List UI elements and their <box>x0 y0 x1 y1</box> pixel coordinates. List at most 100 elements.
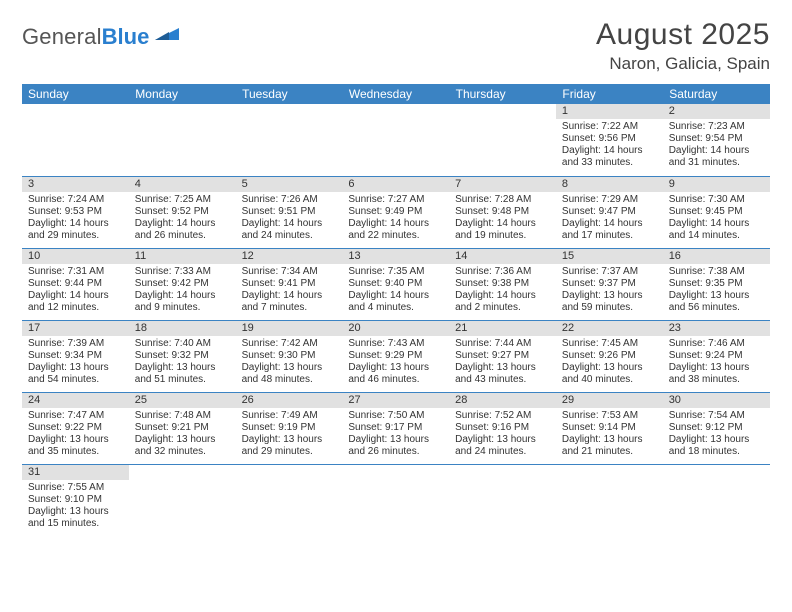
calendar-cell: 10Sunrise: 7:31 AMSunset: 9:44 PMDayligh… <box>22 248 129 320</box>
sunrise-line: Sunrise: 7:52 AM <box>455 410 550 422</box>
day-number: 9 <box>663 177 770 192</box>
calendar-cell: 17Sunrise: 7:39 AMSunset: 9:34 PMDayligh… <box>22 320 129 392</box>
day-details: Sunrise: 7:54 AMSunset: 9:12 PMDaylight:… <box>663 408 770 462</box>
day-number: 23 <box>663 321 770 336</box>
sunrise-line: Sunrise: 7:44 AM <box>455 338 550 350</box>
sunrise-line: Sunrise: 7:45 AM <box>562 338 657 350</box>
sunset-line: Sunset: 9:35 PM <box>669 278 764 290</box>
calendar-cell: 22Sunrise: 7:45 AMSunset: 9:26 PMDayligh… <box>556 320 663 392</box>
sunrise-line: Sunrise: 7:28 AM <box>455 194 550 206</box>
day-number: 22 <box>556 321 663 336</box>
sunrise-line: Sunrise: 7:26 AM <box>242 194 337 206</box>
day-number-empty <box>342 465 449 480</box>
day-number: 18 <box>129 321 236 336</box>
day-number-empty <box>449 104 556 119</box>
daylight-line: Daylight: 14 hours and 26 minutes. <box>135 218 230 242</box>
sunset-line: Sunset: 9:41 PM <box>242 278 337 290</box>
sunrise-line: Sunrise: 7:27 AM <box>348 194 443 206</box>
day-details: Sunrise: 7:47 AMSunset: 9:22 PMDaylight:… <box>22 408 129 462</box>
calendar-head: SundayMondayTuesdayWednesdayThursdayFrid… <box>22 84 770 104</box>
calendar-cell: 24Sunrise: 7:47 AMSunset: 9:22 PMDayligh… <box>22 392 129 464</box>
calendar-cell <box>22 104 129 176</box>
sunset-line: Sunset: 9:26 PM <box>562 350 657 362</box>
day-details: Sunrise: 7:36 AMSunset: 9:38 PMDaylight:… <box>449 264 556 318</box>
location: Naron, Galicia, Spain <box>596 54 770 74</box>
day-details: Sunrise: 7:33 AMSunset: 9:42 PMDaylight:… <box>129 264 236 318</box>
day-details: Sunrise: 7:29 AMSunset: 9:47 PMDaylight:… <box>556 192 663 246</box>
daylight-line: Daylight: 13 hours and 48 minutes. <box>242 362 337 386</box>
sunrise-line: Sunrise: 7:37 AM <box>562 266 657 278</box>
calendar-week-row: 1Sunrise: 7:22 AMSunset: 9:56 PMDaylight… <box>22 104 770 176</box>
day-number-empty <box>663 465 770 480</box>
calendar-cell <box>129 464 236 536</box>
day-details: Sunrise: 7:53 AMSunset: 9:14 PMDaylight:… <box>556 408 663 462</box>
day-number: 19 <box>236 321 343 336</box>
day-details: Sunrise: 7:23 AMSunset: 9:54 PMDaylight:… <box>663 119 770 173</box>
calendar-cell: 18Sunrise: 7:40 AMSunset: 9:32 PMDayligh… <box>129 320 236 392</box>
brand-blue: Blue <box>102 24 150 50</box>
calendar-cell: 20Sunrise: 7:43 AMSunset: 9:29 PMDayligh… <box>342 320 449 392</box>
sunrise-line: Sunrise: 7:34 AM <box>242 266 337 278</box>
sunset-line: Sunset: 9:17 PM <box>348 422 443 434</box>
sunset-line: Sunset: 9:52 PM <box>135 206 230 218</box>
calendar-cell <box>236 104 343 176</box>
weekday-header: Thursday <box>449 84 556 104</box>
sunset-line: Sunset: 9:19 PM <box>242 422 337 434</box>
day-number: 24 <box>22 393 129 408</box>
day-details: Sunrise: 7:27 AMSunset: 9:49 PMDaylight:… <box>342 192 449 246</box>
calendar-week-row: 31Sunrise: 7:55 AMSunset: 9:10 PMDayligh… <box>22 464 770 536</box>
calendar-cell: 2Sunrise: 7:23 AMSunset: 9:54 PMDaylight… <box>663 104 770 176</box>
daylight-line: Daylight: 13 hours and 21 minutes. <box>562 434 657 458</box>
weekday-row: SundayMondayTuesdayWednesdayThursdayFrid… <box>22 84 770 104</box>
day-number: 13 <box>342 249 449 264</box>
sunset-line: Sunset: 9:29 PM <box>348 350 443 362</box>
sunrise-line: Sunrise: 7:39 AM <box>28 338 123 350</box>
day-details: Sunrise: 7:25 AMSunset: 9:52 PMDaylight:… <box>129 192 236 246</box>
day-number-empty <box>236 465 343 480</box>
calendar-table: SundayMondayTuesdayWednesdayThursdayFrid… <box>22 84 770 536</box>
day-number: 11 <box>129 249 236 264</box>
daylight-line: Daylight: 13 hours and 35 minutes. <box>28 434 123 458</box>
sunset-line: Sunset: 9:21 PM <box>135 422 230 434</box>
sunset-line: Sunset: 9:24 PM <box>669 350 764 362</box>
sunset-line: Sunset: 9:45 PM <box>669 206 764 218</box>
sunset-line: Sunset: 9:49 PM <box>348 206 443 218</box>
sunrise-line: Sunrise: 7:30 AM <box>669 194 764 206</box>
sunrise-line: Sunrise: 7:24 AM <box>28 194 123 206</box>
sunset-line: Sunset: 9:48 PM <box>455 206 550 218</box>
daylight-line: Daylight: 14 hours and 22 minutes. <box>348 218 443 242</box>
day-details: Sunrise: 7:39 AMSunset: 9:34 PMDaylight:… <box>22 336 129 390</box>
day-number-empty <box>556 465 663 480</box>
sunset-line: Sunset: 9:14 PM <box>562 422 657 434</box>
daylight-line: Daylight: 14 hours and 29 minutes. <box>28 218 123 242</box>
sunset-line: Sunset: 9:22 PM <box>28 422 123 434</box>
calendar-cell <box>236 464 343 536</box>
calendar-cell: 21Sunrise: 7:44 AMSunset: 9:27 PMDayligh… <box>449 320 556 392</box>
sunset-line: Sunset: 9:54 PM <box>669 133 764 145</box>
daylight-line: Daylight: 13 hours and 43 minutes. <box>455 362 550 386</box>
calendar-cell: 19Sunrise: 7:42 AMSunset: 9:30 PMDayligh… <box>236 320 343 392</box>
flag-icon <box>155 24 183 50</box>
month-title: August 2025 <box>596 18 770 52</box>
weekday-header: Friday <box>556 84 663 104</box>
sunset-line: Sunset: 9:47 PM <box>562 206 657 218</box>
sunrise-line: Sunrise: 7:23 AM <box>669 121 764 133</box>
calendar-week-row: 24Sunrise: 7:47 AMSunset: 9:22 PMDayligh… <box>22 392 770 464</box>
calendar-body: 1Sunrise: 7:22 AMSunset: 9:56 PMDaylight… <box>22 104 770 536</box>
day-number-empty <box>449 465 556 480</box>
daylight-line: Daylight: 14 hours and 14 minutes. <box>669 218 764 242</box>
sunset-line: Sunset: 9:37 PM <box>562 278 657 290</box>
calendar-week-row: 3Sunrise: 7:24 AMSunset: 9:53 PMDaylight… <box>22 176 770 248</box>
day-number: 26 <box>236 393 343 408</box>
sunrise-line: Sunrise: 7:50 AM <box>348 410 443 422</box>
sunrise-line: Sunrise: 7:22 AM <box>562 121 657 133</box>
day-details: Sunrise: 7:44 AMSunset: 9:27 PMDaylight:… <box>449 336 556 390</box>
day-number-empty <box>129 465 236 480</box>
daylight-line: Daylight: 13 hours and 26 minutes. <box>348 434 443 458</box>
calendar-cell: 11Sunrise: 7:33 AMSunset: 9:42 PMDayligh… <box>129 248 236 320</box>
daylight-line: Daylight: 14 hours and 12 minutes. <box>28 290 123 314</box>
daylight-line: Daylight: 14 hours and 24 minutes. <box>242 218 337 242</box>
day-number: 31 <box>22 465 129 480</box>
day-number: 25 <box>129 393 236 408</box>
calendar-cell <box>449 464 556 536</box>
